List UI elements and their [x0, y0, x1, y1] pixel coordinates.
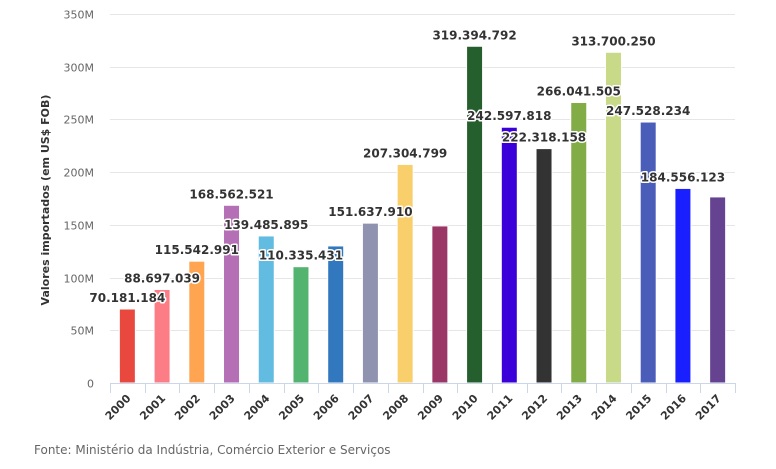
- data-label: 115.542.991: [155, 243, 239, 257]
- y-tick-label: 0: [87, 378, 94, 391]
- x-tick-label: 2016: [658, 392, 689, 423]
- x-tick-label: 2011: [485, 392, 516, 423]
- x-tick-label: 2002: [172, 392, 203, 423]
- x-tick-label: 2007: [346, 392, 377, 423]
- gridlines: [110, 14, 735, 331]
- y-axis-title: Valores importados (em US$ FOB): [39, 95, 52, 306]
- data-label: 168.562.521: [189, 187, 273, 201]
- x-tick-label: 2009: [415, 392, 446, 423]
- x-tick-label: 2017: [693, 392, 724, 423]
- x-tick-label: 2010: [450, 392, 481, 423]
- bar-2011[interactable]: [500, 126, 518, 384]
- y-tick-label: 100M: [64, 273, 95, 286]
- bar-2008[interactable]: [396, 163, 414, 384]
- x-tick-label: 2005: [276, 392, 307, 423]
- bar-2010[interactable]: [466, 45, 484, 384]
- x-tick-label: 2012: [519, 392, 550, 423]
- data-labels: 70.181.184 88.697.039 115.542.991 168.562.5…: [88, 27, 727, 307]
- y-tick-label: 350M: [64, 9, 95, 22]
- x-tick-label: 2000: [103, 392, 134, 423]
- data-label: 242.597.818: [467, 109, 551, 123]
- data-label: 110.335.431: [259, 249, 343, 263]
- bar-2012[interactable]: [535, 148, 553, 384]
- data-label: 70.181.184: [89, 291, 165, 305]
- data-label: 184.556.123: [641, 170, 725, 184]
- bar-2000[interactable]: [118, 308, 136, 384]
- data-label: 151.637.910: [328, 205, 412, 219]
- bar-2006[interactable]: [327, 245, 345, 384]
- x-tick-label: 2008: [380, 392, 411, 423]
- bar-2014[interactable]: [604, 51, 622, 384]
- data-label: 222.318.158: [502, 131, 586, 145]
- data-label: 319.394.792: [432, 28, 516, 42]
- data-label: 266.041.505: [537, 85, 621, 99]
- y-tick-label: 150M: [64, 220, 95, 233]
- y-axis-ticks: 0 50M 100M 150M 200M 250M 300M 350M: [64, 9, 95, 391]
- data-label: 207.304.799: [363, 146, 447, 160]
- y-tick-label: 250M: [64, 114, 95, 127]
- bar-2015[interactable]: [639, 121, 657, 384]
- x-tick-label: 2014: [589, 392, 620, 423]
- y-tick-label: 200M: [64, 167, 95, 180]
- data-label: 88.697.039: [124, 271, 200, 285]
- bar-2016[interactable]: [674, 187, 692, 384]
- bar-2007[interactable]: [361, 222, 379, 384]
- bar-2009[interactable]: [431, 225, 449, 384]
- bars: [118, 45, 727, 384]
- y-tick-label: 50M: [71, 325, 95, 338]
- data-label: 139.485.895: [224, 218, 308, 232]
- x-tick-label: 2015: [623, 392, 654, 423]
- data-label: 247.528.234: [606, 104, 690, 118]
- x-axis: [110, 383, 736, 393]
- bar-2017[interactable]: [709, 196, 727, 384]
- x-tick-label: 2001: [137, 392, 168, 423]
- x-tick-label: 2004: [242, 392, 273, 423]
- y-tick-label: 300M: [64, 62, 95, 75]
- x-tick-label: 2006: [311, 392, 342, 423]
- bar-2005[interactable]: [292, 266, 310, 384]
- x-tick-label: 2013: [554, 392, 585, 423]
- source-note: Fonte: Ministério da Indústria, Comércio…: [34, 443, 391, 457]
- data-label: 313.700.250: [571, 34, 655, 48]
- x-tick-label: 2003: [207, 392, 238, 423]
- x-axis-ticks: 2000 2001 2002 2003 2004 2005 2006 2007 2008 2009…: [103, 392, 724, 423]
